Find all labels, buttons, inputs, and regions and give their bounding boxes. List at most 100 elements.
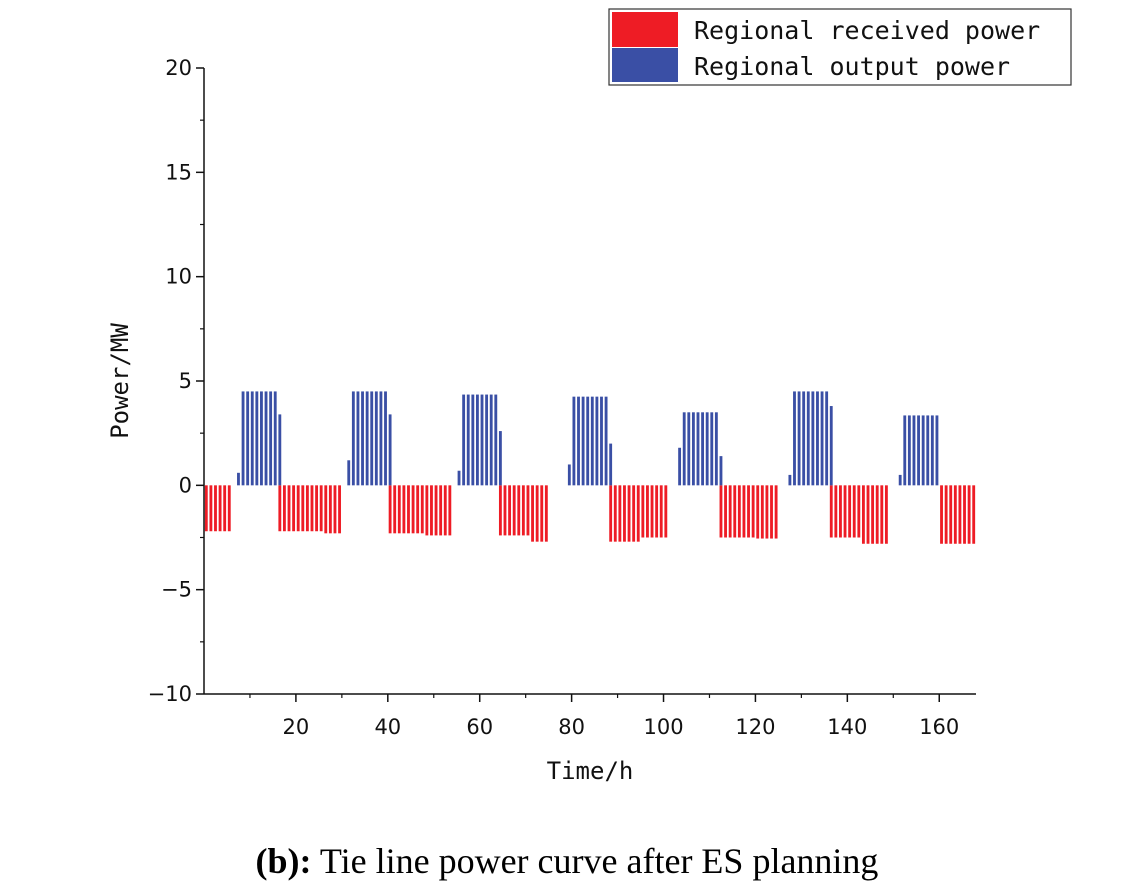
bar-output bbox=[365, 391, 369, 486]
bar-output bbox=[600, 396, 603, 486]
bar-output bbox=[829, 406, 833, 486]
bar-received bbox=[756, 485, 760, 539]
x-tick-label: 160 bbox=[919, 715, 959, 739]
bar-received bbox=[733, 485, 737, 538]
bar-output bbox=[678, 447, 682, 486]
y-tick-label: −10 bbox=[148, 682, 192, 706]
bar-received bbox=[834, 485, 838, 538]
bar-output bbox=[388, 414, 392, 486]
bar-received bbox=[544, 485, 548, 542]
caption-label: (b): bbox=[256, 841, 312, 881]
bar-output bbox=[930, 415, 934, 486]
series-output-bars bbox=[237, 391, 939, 486]
bar-received bbox=[388, 485, 392, 534]
bar-received bbox=[503, 485, 507, 536]
axes bbox=[203, 68, 976, 695]
bar-output bbox=[586, 396, 590, 486]
bar-received bbox=[402, 485, 406, 534]
bar-received bbox=[214, 485, 217, 532]
bar-output bbox=[485, 394, 489, 486]
bar-received bbox=[646, 485, 649, 538]
bar-received bbox=[632, 485, 636, 542]
bar-received bbox=[393, 485, 397, 534]
caption-text: Tie line power curve after ES planning bbox=[312, 841, 879, 881]
bar-received bbox=[296, 485, 300, 532]
bar-received bbox=[940, 485, 943, 544]
bar-received bbox=[301, 485, 305, 532]
legend: Regional received power Regional output … bbox=[608, 8, 1072, 86]
bar-received bbox=[650, 485, 654, 538]
bar-received bbox=[209, 485, 213, 532]
bar-received bbox=[972, 485, 976, 544]
bar-received bbox=[949, 485, 953, 544]
bar-received bbox=[613, 485, 617, 542]
bar-output bbox=[816, 391, 819, 486]
bar-received bbox=[411, 485, 415, 534]
bar-output bbox=[384, 391, 387, 486]
bar-received bbox=[861, 485, 865, 544]
legend-swatch-received bbox=[612, 12, 678, 47]
bar-output bbox=[701, 412, 705, 486]
bar-output bbox=[237, 472, 240, 486]
y-tick-label: −5 bbox=[161, 578, 192, 602]
bar-output bbox=[604, 396, 608, 486]
x-tick-label: 80 bbox=[558, 715, 585, 739]
legend-label-output: Regional output power bbox=[694, 52, 1010, 81]
bar-output bbox=[250, 391, 254, 486]
bar-received bbox=[439, 485, 443, 536]
bar-received bbox=[880, 485, 884, 544]
bar-output bbox=[903, 415, 907, 486]
bar-output bbox=[921, 415, 925, 486]
bar-output bbox=[802, 391, 806, 486]
bar-received bbox=[843, 485, 847, 538]
y-tick-label: 20 bbox=[165, 56, 192, 80]
bar-received bbox=[953, 485, 957, 544]
bar-received bbox=[430, 485, 433, 536]
x-tick-label: 40 bbox=[374, 715, 401, 739]
figure-caption: (b): Tie line power curve after ES plann… bbox=[256, 841, 879, 881]
bar-output bbox=[475, 394, 479, 486]
bar-received bbox=[443, 485, 447, 536]
bar-received bbox=[963, 485, 966, 544]
bar-output bbox=[691, 412, 695, 486]
bar-output bbox=[696, 412, 700, 486]
bar-received bbox=[944, 485, 948, 544]
bar-received bbox=[852, 485, 856, 538]
bar-received bbox=[328, 485, 332, 534]
bar-received bbox=[770, 485, 773, 539]
bar-received bbox=[623, 485, 626, 542]
bar-received bbox=[742, 485, 746, 538]
x-tick-label: 100 bbox=[643, 715, 683, 739]
y-tick-label: 5 bbox=[179, 369, 192, 393]
bar-output bbox=[917, 415, 920, 486]
bar-received bbox=[760, 485, 764, 539]
bar-output bbox=[489, 394, 493, 486]
bar-output bbox=[719, 456, 723, 486]
axis-ticks bbox=[196, 67, 940, 702]
bar-received bbox=[774, 485, 778, 539]
bar-output bbox=[935, 415, 939, 486]
bar-output bbox=[714, 412, 718, 486]
bar-received bbox=[641, 485, 645, 538]
bar-received bbox=[866, 485, 870, 544]
y-tick-label: 10 bbox=[165, 265, 192, 289]
bar-received bbox=[338, 485, 341, 534]
bar-received bbox=[636, 485, 640, 542]
bar-output bbox=[471, 394, 475, 486]
bar-received bbox=[287, 485, 291, 532]
bar-received bbox=[857, 485, 861, 538]
bar-received bbox=[531, 485, 534, 542]
bar-output bbox=[577, 396, 580, 486]
bar-received bbox=[223, 485, 227, 532]
legend-box bbox=[608, 8, 1072, 86]
bar-output bbox=[269, 391, 273, 486]
y-tick-label: 15 bbox=[165, 160, 192, 184]
bar-received bbox=[967, 485, 971, 544]
x-tick-label: 140 bbox=[827, 715, 867, 739]
bar-output bbox=[241, 391, 245, 486]
bar-received bbox=[498, 485, 502, 536]
bar-output bbox=[494, 394, 498, 486]
bar-received bbox=[204, 485, 208, 532]
bar-received bbox=[958, 485, 962, 544]
bar-output bbox=[898, 474, 902, 486]
